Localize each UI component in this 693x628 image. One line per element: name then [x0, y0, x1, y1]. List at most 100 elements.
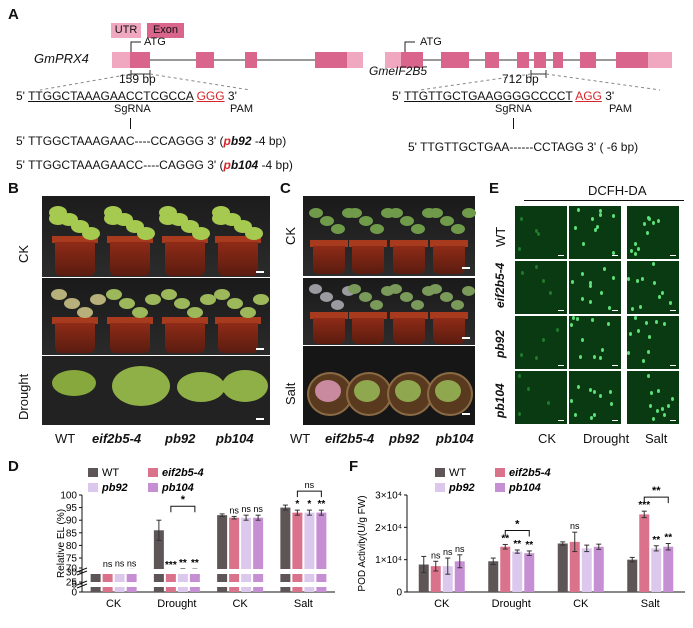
pot — [52, 236, 98, 243]
bar — [569, 541, 580, 592]
leaf — [370, 224, 384, 234]
x-tick-label: Drought — [492, 598, 531, 610]
y-tick-label: 30 — [66, 568, 78, 579]
panel-b-row-drought: Drought — [16, 373, 31, 420]
pot — [393, 246, 425, 274]
pot — [310, 312, 348, 319]
leaf — [227, 298, 243, 309]
panel-b-row-ck: CK — [16, 244, 31, 263]
significance-label: ** — [191, 558, 199, 569]
panel-e-letter: E — [489, 180, 500, 197]
legend-utr: UTR — [111, 23, 141, 38]
fluorescence-image — [515, 206, 567, 259]
leaf — [104, 212, 122, 225]
label-b-wt: WT — [55, 431, 76, 446]
leaf — [440, 216, 454, 226]
leaf — [422, 286, 435, 296]
significance-label: ** — [513, 539, 521, 550]
pam-label-1: PAM — [230, 103, 254, 115]
leaf — [222, 370, 268, 402]
label-c-eif2b5: eif2b5-4 — [325, 431, 375, 446]
leaf — [200, 294, 216, 305]
break-gap — [216, 582, 267, 587]
bar — [651, 548, 662, 592]
bp-label-2: 712 bp — [502, 72, 539, 86]
pot — [313, 246, 345, 274]
scale-bar — [256, 418, 264, 420]
e-row-eif2b5: eif2b5-4 — [493, 262, 507, 308]
atg-label-2: ATG — [420, 36, 442, 48]
fluorescence-image — [627, 261, 679, 314]
legend-label: pb104 — [161, 482, 194, 494]
pot — [165, 242, 205, 276]
pot — [218, 323, 258, 353]
panel-c-row-ck: CK — [283, 226, 298, 245]
legend-exon: Exon — [147, 23, 184, 38]
leaf — [389, 284, 402, 294]
leaf — [451, 300, 464, 310]
label-c-pb92: pb92 — [389, 431, 420, 446]
significance-label: ns — [431, 550, 441, 560]
leaf — [429, 208, 443, 218]
mutation-pb92: 5' TTGGCTAAAGAAC----CCAGGG 3' (pb92 -4 b… — [16, 134, 287, 148]
gene-structure-diagram — [39, 41, 672, 91]
legend-label: eif2b5-4 — [509, 467, 551, 479]
bar — [153, 530, 164, 592]
leaf — [331, 224, 345, 234]
y-axis-label: POD Activity(U/g FW) — [357, 495, 368, 591]
bar — [627, 559, 638, 592]
significance-label: *** — [638, 500, 650, 511]
bar — [241, 517, 252, 592]
break-gap — [89, 582, 140, 587]
leaf — [370, 300, 383, 310]
legend-swatch — [495, 483, 505, 492]
significance-label: ns — [241, 504, 251, 514]
pot — [310, 240, 348, 247]
bar — [316, 512, 327, 592]
bracket-label: * — [515, 518, 520, 530]
bar — [488, 561, 499, 592]
e-col-ck: CK — [538, 431, 557, 446]
leaf — [187, 307, 203, 318]
leaf — [82, 227, 100, 240]
leaf — [429, 284, 442, 294]
leaf — [381, 286, 394, 296]
leaf — [389, 208, 403, 218]
significance-label: ** — [501, 533, 509, 544]
y-axis-label: Relative EL (%) — [56, 509, 67, 578]
leaf — [400, 292, 413, 302]
fluorescence-image — [569, 316, 621, 369]
fluorescence-image — [569, 261, 621, 314]
significance-label: *** — [165, 560, 177, 571]
panel-f-letter: F — [349, 458, 359, 475]
dcfh-header-line — [524, 200, 684, 201]
bar — [126, 569, 137, 592]
leaf — [112, 366, 170, 406]
leaf — [381, 208, 395, 218]
label-c-wt: WT — [290, 431, 311, 446]
pot — [313, 318, 345, 344]
leaf — [51, 289, 67, 300]
x-tick-label: CK — [573, 598, 589, 610]
leaf — [395, 380, 421, 402]
x-tick-label: Salt — [294, 598, 313, 610]
significance-label: ** — [317, 499, 325, 510]
break-gap — [279, 569, 330, 574]
arrow-line-2 — [513, 118, 514, 129]
bar — [114, 569, 125, 592]
leaf — [64, 298, 80, 309]
scale-bar — [256, 271, 264, 273]
scale-bar — [462, 337, 470, 339]
pot — [162, 236, 208, 243]
pot — [165, 323, 205, 353]
pot — [107, 236, 153, 243]
leaf — [411, 224, 425, 234]
bracket-label: ns — [305, 480, 315, 490]
leaf — [119, 298, 135, 309]
leaf — [214, 289, 230, 300]
legend-label: WT — [102, 467, 119, 479]
break-gap — [152, 569, 203, 574]
label-c-pb104: pb104 — [436, 431, 474, 446]
sgrna-label-2: SgRNA — [495, 103, 532, 115]
